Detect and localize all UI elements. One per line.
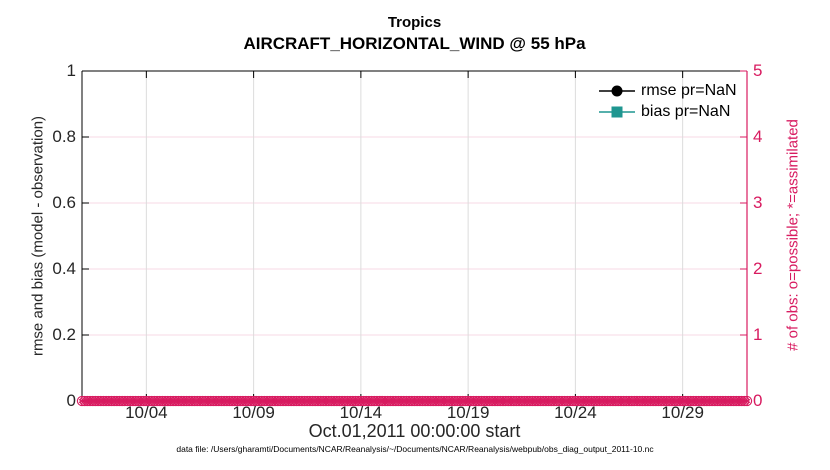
legend-line-square-icon [599,106,635,117]
legend-label: rmse pr=NaN [641,81,737,99]
x-tick-label: 10/19 [446,403,490,422]
x-tick-label: 10/09 [232,403,275,422]
y-right-tick-label: 1 [753,325,763,344]
chart-title: Tropics AIRCRAFT_HORIZONTAL_WIND @ 55 hP… [82,13,747,54]
legend-line-circle-icon [599,85,635,96]
y-left-tick-label: 0.4 [52,259,76,278]
y-right-tick-label: 0 [753,391,763,410]
y-left-tick-label: 0.8 [52,127,76,146]
legend: rmse pr=NaN bias pr=NaN [598,80,737,122]
x-tick-label: 10/29 [661,403,704,422]
title-region: Tropics [387,14,442,31]
legend-item[interactable]: rmse pr=NaN [598,80,737,101]
y-left-tick-label: 0.2 [52,325,76,344]
x-tick-label: 10/04 [125,403,168,422]
obs-marker-strip [76,395,753,407]
y-right-tick-label: 5 [753,61,763,80]
datafile-caption: data file: /Users/gharamti/Documents/NCA… [176,444,654,454]
y-left-tick-label: 1 [66,61,76,80]
legend-item[interactable]: bias pr=NaN [598,101,737,122]
y-right-tick-label: 3 [753,193,763,212]
y-right-tick-label: 4 [753,127,763,146]
y-left-tick-label: 0 [66,391,76,410]
legend-label: bias pr=NaN [641,102,731,120]
x-tick-label: 10/14 [339,403,383,422]
x-tick-label: 10/24 [554,403,597,422]
y-right-tick-label: 2 [753,259,763,278]
x-axis-label: Oct.01,2011 00:00:00 start [308,421,521,441]
y-left-tick-label: 0.6 [52,193,76,212]
title-variable-level: AIRCRAFT_HORIZONTAL_WIND @ 55 hPa [243,34,586,53]
